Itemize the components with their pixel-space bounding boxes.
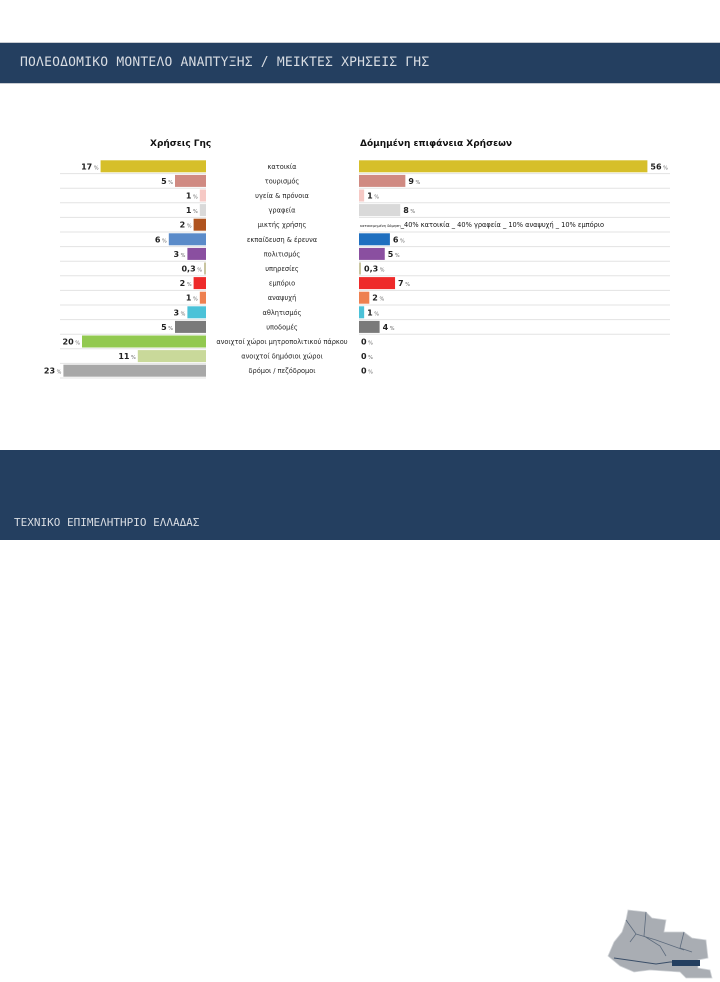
- header-band: ΠΟΛΕΟΔΟΜΙΚΟ ΜΟΝΤΕΛΟ ΑΝΑΠΤΥΞΗΣ / ΜΕΙΚΤΕΣ …: [0, 42, 720, 84]
- category-label: υποδομές: [266, 323, 298, 331]
- left-bar: [63, 364, 207, 377]
- category-label: πολιτισμός: [264, 250, 301, 258]
- left-bar: [137, 350, 206, 363]
- category-label: υγεία & πρόνοια: [255, 192, 309, 200]
- right-chart-title: Δόμημένη επιφάνεια Χρήσεων: [360, 139, 513, 149]
- left-value-label: 3 %: [173, 250, 185, 259]
- left-bar: [199, 189, 206, 202]
- right-bar: [359, 204, 401, 217]
- left-value-label: 20 %: [63, 338, 81, 347]
- left-bar: [175, 174, 206, 187]
- right-value-label: 0 %: [361, 367, 373, 376]
- mixed-use-note: κατανεμημένη δόμηση_40% κατοικία _ 40% γ…: [360, 221, 604, 229]
- right-bar: [359, 320, 380, 333]
- left-value-label: 2 %: [180, 221, 192, 230]
- category-label: εμπόριο: [269, 280, 295, 288]
- category-label: υπηρεσίες: [265, 265, 299, 273]
- category-label: δρόμοι / πεζόδρομοι: [249, 367, 316, 375]
- category-label: μικτής χρήσης: [258, 221, 307, 229]
- left-bar: [100, 160, 206, 173]
- right-bar: [359, 277, 396, 290]
- right-value-label: 0 %: [361, 338, 373, 347]
- right-value-label: 56 %: [650, 162, 668, 171]
- category-label: αναψυχή: [268, 294, 297, 302]
- category-label: εκπαίδευση & έρευνα: [247, 236, 318, 244]
- left-value-label: 17 %: [81, 162, 99, 171]
- left-value-label: 23 %: [44, 367, 62, 376]
- left-bar: [193, 218, 206, 231]
- right-value-label: 8 %: [403, 206, 415, 215]
- left-bar: [175, 320, 206, 333]
- right-value-label: 7 %: [398, 279, 410, 288]
- left-bar: [193, 277, 206, 290]
- left-value-label: 2 %: [180, 279, 192, 288]
- left-value-label: 11 %: [118, 352, 136, 361]
- left-bar: [187, 247, 206, 260]
- left-bar: [187, 306, 206, 319]
- right-value-label: 5 %: [388, 250, 400, 259]
- left-value-label: 3 %: [173, 308, 185, 317]
- right-bar: [359, 262, 361, 275]
- left-bar: [82, 335, 206, 348]
- right-value-label: 1 %: [367, 192, 379, 201]
- left-value-label: 6 %: [155, 235, 167, 244]
- left-bar: [204, 262, 206, 275]
- land-use-charts: κατοικία 17 % 56 % τουρισμός 5 % 9 % υγεία & π…: [44, 160, 670, 379]
- right-value-label: 1 %: [367, 308, 379, 317]
- category-label: γραφεία: [269, 207, 297, 215]
- left-bar: [199, 204, 206, 217]
- right-value-label: 4 %: [383, 323, 395, 332]
- right-bar: [359, 160, 648, 173]
- left-bar: [199, 291, 206, 304]
- left-value-label: 1 %: [186, 206, 198, 215]
- footer-band: ΤΕΧΝΙΚΟ ΕΠΙΜΕΛΗΤΗΡΙΟ ΕΛΛΑΔΑΣ: [0, 450, 720, 979]
- right-bar: [359, 247, 385, 260]
- left-value-label: 5 %: [161, 177, 173, 186]
- left-value-label: 5 %: [161, 323, 173, 332]
- right-value-label: 2 %: [372, 294, 384, 303]
- right-value-label: 0,3 %: [364, 265, 385, 274]
- category-label: αθλητισμός: [263, 309, 302, 317]
- page-title: ΠΟΛΕΟΔΟΜΙΚΟ ΜΟΝΤΕΛΟ ΑΝΑΠΤΥΞΗΣ / ΜΕΙΚΤΕΣ …: [20, 55, 430, 70]
- right-bar: [359, 306, 365, 319]
- right-value-label: 9 %: [408, 177, 420, 186]
- left-value-label: 1 %: [186, 192, 198, 201]
- right-value-label: 6 %: [393, 235, 405, 244]
- right-bar: [359, 174, 406, 187]
- category-label: κατοικία: [268, 163, 298, 171]
- right-bar: [359, 291, 370, 304]
- right-bar: [359, 233, 390, 246]
- organization-name: ΤΕΧΝΙΚΟ ΕΠΙΜΕΛΗΤΗΡΙΟ ΕΛΛΑΔΑΣ: [14, 516, 200, 529]
- city-map-outline-icon: [607, 909, 713, 979]
- category-label: ανοιχτοί δημόσιοι χώροι: [241, 353, 322, 361]
- left-chart-title: Χρήσεις Γης: [150, 139, 212, 149]
- left-value-label: 1 %: [186, 294, 198, 303]
- category-label: τουρισμός: [265, 177, 300, 185]
- right-bar: [359, 189, 365, 202]
- right-value-label: 0 %: [361, 352, 373, 361]
- category-label: ανοιχτοί χώροι μητροπολιτικού πάρκου: [216, 338, 347, 346]
- left-bar: [168, 233, 206, 246]
- left-value-label: 0,3 %: [181, 265, 202, 274]
